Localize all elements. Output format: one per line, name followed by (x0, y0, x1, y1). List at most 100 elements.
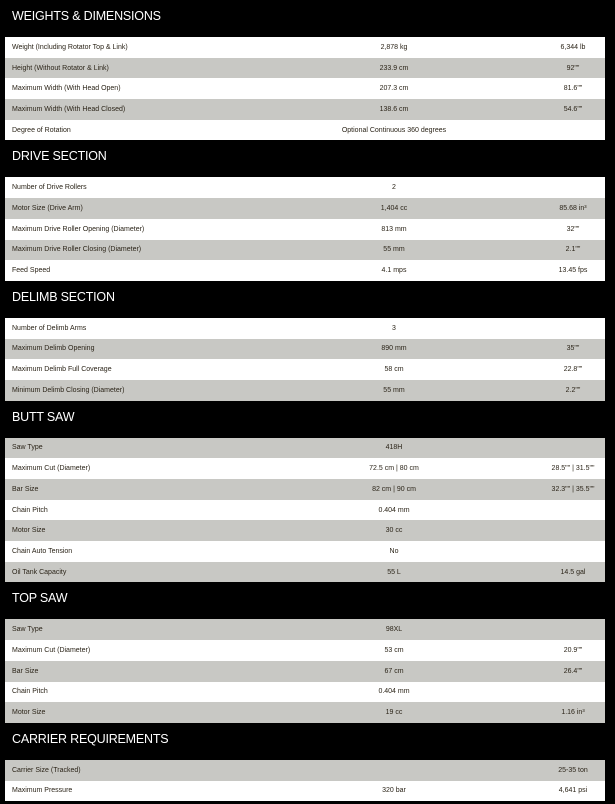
metric-value: 82 cm | 90 cm (372, 485, 416, 493)
imperial-value: 2.2"" (565, 386, 581, 394)
metric-value: 890 mm (381, 345, 407, 353)
metric-value: 55 L (387, 568, 401, 576)
spec-table-delimb-section: Number of Delimb Arms 3 Maximum Delimb Ope… (5, 317, 605, 401)
spec-label: Maximum Delimb Full Coverage (12, 366, 112, 374)
spec-label: Oil Tank Capacity (12, 568, 67, 576)
metric-value: 0.404 mm (378, 506, 410, 514)
spec-label: Maximum Pressure (12, 787, 73, 795)
metric-value: 3 (392, 324, 396, 332)
metric-value: 72.5 cm | 80 cm (369, 465, 419, 473)
spec-table-butt-saw: Saw Type 418H Maximum Cut (Diameter) 72.5 c… (5, 437, 605, 583)
metric-value: 138.6 cm (379, 105, 409, 113)
spec-table-drive-section: Number of Drive Rollers 2 Motor Size (Driv… (5, 177, 605, 281)
table-row: Maximum Pressure 320 bar 4,641 psi (5, 780, 605, 802)
table-row: Carrier Size (Tracked) 25-35 ton (5, 759, 605, 781)
table-row: Motor Size 30 cc (5, 520, 605, 542)
section-title-weights-dimensions: WEIGHTS & DIMENSIONS (12, 9, 161, 23)
imperial-value: 20.9"" (563, 646, 583, 654)
table-row: Maximum Delimb Full Coverage 58 cm 22.8"" (5, 359, 605, 380)
spec-label: Minimum Delimb Closing (Diameter) (12, 386, 125, 394)
metric-value: 1,404 cc (380, 204, 408, 212)
table-row: Number of Drive Rollers 2 (5, 177, 605, 199)
spec-table-top-saw: Saw Type 98XL Maximum Cut (Diameter) 53 cm 2… (5, 619, 605, 723)
section-title-drive-section: DRIVE SECTION (12, 149, 107, 164)
metric-value: 4.1 mps (381, 267, 407, 275)
metric-value: 67 cm (384, 667, 404, 675)
metric-value: 2 (392, 184, 396, 192)
imperial-value: 1.16 in³ (561, 709, 585, 717)
spec-label: Motor Size (Drive Arm) (12, 204, 83, 212)
section-title-delimb-section: DELIMB SECTION (12, 289, 115, 304)
table-row: Maximum Width (With Head Open) 207.3 cm 81… (5, 78, 605, 100)
table-row: Maximum Cut (Diameter) 72.5 cm | 80 cm 28.… (5, 458, 605, 479)
table-row: Maximum Cut (Diameter) 53 cm 20.9"" (5, 640, 605, 661)
spec-table-weights-dimensions: Weight (Including Rotator Top & Link) 2,8… (5, 37, 605, 141)
spec-label: Saw Type (12, 626, 43, 634)
spec-label: Maximum Drive Roller Closing (Diameter) (12, 246, 142, 254)
metric-value: 55 mm (383, 246, 405, 254)
table-row: Bar Size 82 cm | 90 cm 32.3"" | 35.5"" (5, 479, 605, 500)
table-row: Weight (Including Rotator Top & Link) 2,8… (5, 37, 605, 58)
imperial-value: 4,641 psi (558, 787, 588, 795)
spec-label: Chain Auto Tension (12, 547, 73, 555)
table-row: Number of Delimb Arms 3 (5, 317, 605, 339)
spec-label: Number of Drive Rollers (12, 184, 87, 192)
imperial-value: 6,344 lb (560, 43, 586, 51)
metric-value: 320 bar (382, 787, 406, 795)
metric-value: No (389, 547, 399, 555)
section-title-top-saw: TOP SAW (12, 591, 68, 606)
table-row: Bar Size 67 cm 26.4"" (5, 660, 605, 682)
spec-label: Number of Delimb Arms (12, 324, 87, 332)
table-row: Chain Pitch 0.404 mm (5, 499, 605, 521)
table-row: Saw Type 418H (5, 437, 605, 459)
metric-value: 2,878 kg (380, 43, 408, 51)
metric-value: 98XL (385, 626, 403, 634)
spec-label: Bar Size (12, 667, 39, 675)
metric-value: 19 cc (385, 709, 403, 717)
spec-label: Motor Size (12, 709, 46, 717)
table-row: Maximum Drive Roller Opening (Diameter) 8… (5, 218, 605, 240)
table-row: Chain Auto Tension No (5, 541, 605, 562)
table-row: Motor Size (Drive Arm) 1,404 cc 85.68 in³ (5, 198, 605, 219)
table-row: Degree of Rotation Optional Continuous 36… (5, 119, 605, 141)
section-title-butt-saw: BUTT SAW (12, 409, 75, 424)
imperial-value: 81.6"" (563, 85, 583, 93)
spec-label: Chain Pitch (12, 506, 48, 514)
metric-value: 55 mm (383, 386, 405, 394)
imperial-value: 85.68 in³ (559, 204, 587, 212)
imperial-value: 22.8"" (563, 366, 583, 374)
spec-label: Bar Size (12, 485, 39, 493)
imperial-value: 13.45 fps (558, 267, 588, 275)
metric-value: 58 cm (384, 366, 404, 374)
metric-value: Optional Continuous 360 degrees (341, 126, 447, 134)
metric-value: 207.3 cm (379, 85, 409, 93)
imperial-value: 28.5"" | 31.5"" (551, 465, 595, 473)
spec-label: Degree of Rotation (12, 126, 71, 134)
spec-label: Chain Pitch (12, 688, 48, 696)
table-row: Maximum Drive Roller Closing (Diameter) 5… (5, 239, 605, 261)
table-row: Chain Pitch 0.404 mm (5, 681, 605, 703)
metric-value: 0.404 mm (378, 688, 410, 696)
spec-label: Maximum Delimb Opening (12, 345, 95, 353)
spec-label: Weight (Including Rotator Top & Link) (12, 43, 128, 51)
table-row: Height (Without Rotator & Link) 233.9 cm 9… (5, 57, 605, 79)
imperial-value: 92"" (566, 64, 580, 72)
metric-value: 30 cc (385, 527, 403, 535)
spec-label: Maximum Width (With Head Closed) (12, 105, 126, 113)
table-row: Motor Size 19 cc 1.16 in³ (5, 702, 605, 723)
metric-value: 813 mm (381, 225, 407, 233)
imperial-value: 32.3"" | 35.5"" (551, 485, 595, 493)
imperial-value: 2.1"" (565, 246, 581, 254)
spec-label: Saw Type (12, 444, 43, 452)
spec-label: Maximum Cut (Diameter) (12, 465, 91, 473)
imperial-value: 32"" (566, 225, 580, 233)
spec-label: Height (Without Rotator & Link) (12, 64, 109, 72)
table-row: Feed Speed 4.1 mps 13.45 fps (5, 260, 605, 281)
spec-table-carrier-requirements: Carrier Size (Tracked) 25-35 ton Maximum P… (5, 759, 605, 802)
metric-value: 233.9 cm (379, 64, 409, 72)
table-row: Oil Tank Capacity 55 L 14.5 gal (5, 561, 605, 583)
spec-label: Carrier Size (Tracked) (12, 766, 81, 774)
table-row: Maximum Delimb Opening 890 mm 35"" (5, 338, 605, 360)
spec-label: Maximum Width (With Head Open) (12, 85, 121, 93)
